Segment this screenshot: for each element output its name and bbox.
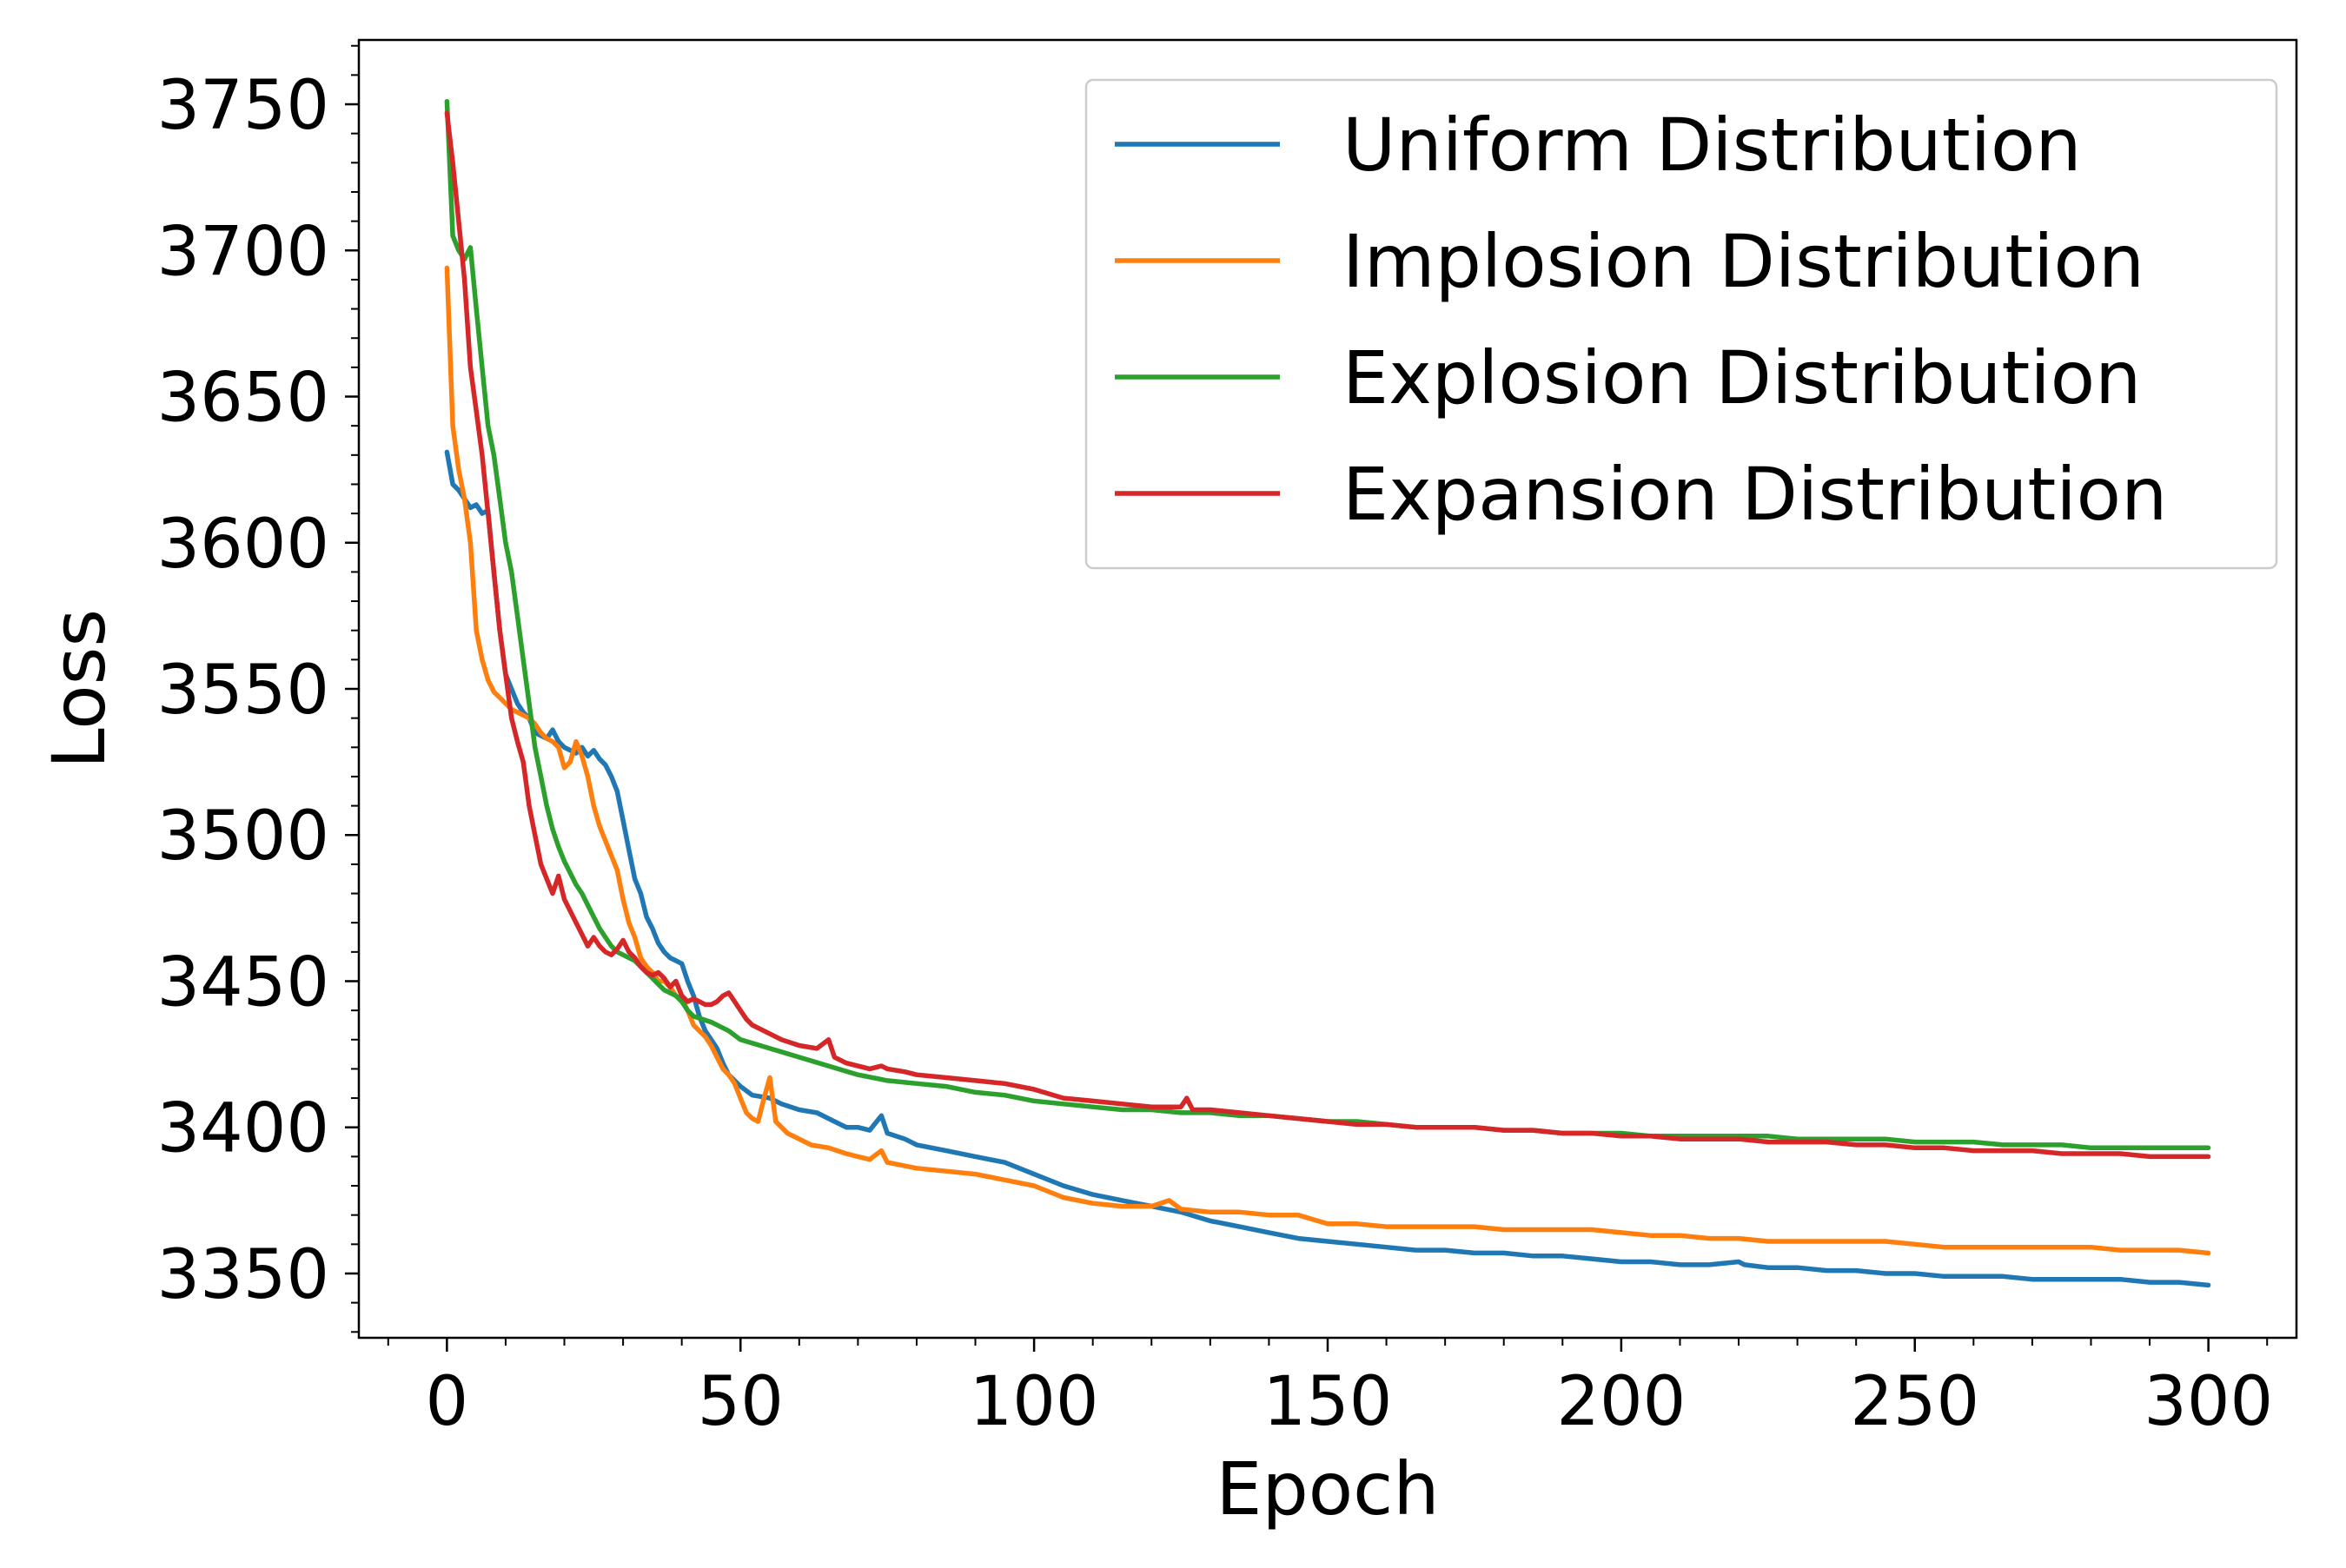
legend-label-4: Expansion Distribution [1342,452,2167,537]
series-layer [444,98,2211,1288]
legend: Uniform Distribution Implosion Distributi… [1084,78,2278,570]
x-axis-title: Epoch [1216,1446,1439,1532]
major-ticks [345,103,2210,1352]
y-tick-label: 3550 [156,652,329,730]
plot-frame [357,38,2298,1340]
x-tick-label: 100 [970,1363,1099,1441]
series-line-2 [444,265,2211,1256]
y-tick-label: 3600 [156,506,329,584]
legend-label-2: Implosion Distribution [1342,219,2144,304]
y-tick-label: 3700 [156,213,329,291]
x-tick-label: 250 [1850,1363,1979,1441]
y-axis-title: Loss [36,609,122,769]
y-tick-label: 3450 [156,943,329,1022]
legend-entries: Uniform Distribution Implosion Distributi… [1115,103,2167,537]
y-tick-label: 3350 [156,1236,329,1314]
y-tick-label: 3650 [156,360,329,438]
x-tick-label: 0 [426,1363,469,1441]
series-line-3 [444,98,2211,1151]
series-line-1 [444,449,2211,1288]
y-tick-label: 3500 [156,797,329,876]
tick-labels: 0 50 100 150 200 250 300 3350 3400 3450 3500 3550 36… [156,67,2273,1441]
y-tick-label: 3750 [156,67,329,145]
series-line-4 [444,110,2211,1160]
legend-label-1: Uniform Distribution [1342,103,2082,188]
legend-box [1084,78,2278,570]
legend-label-3: Explosion Distribution [1342,335,2141,420]
x-tick-label: 200 [1556,1363,1686,1441]
x-tick-label: 50 [698,1363,784,1441]
y-tick-label: 3400 [156,1090,329,1168]
minor-ticks [351,44,2269,1346]
x-tick-label: 300 [2144,1363,2273,1441]
x-tick-label: 150 [1263,1363,1393,1441]
